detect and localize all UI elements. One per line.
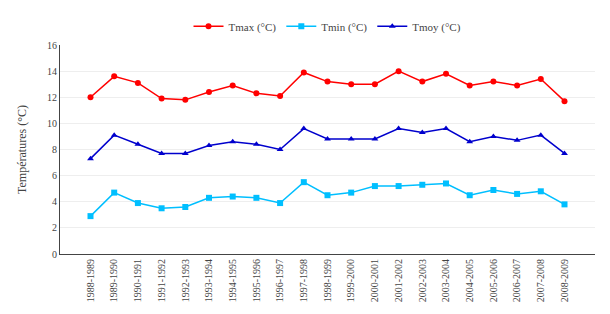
svg-text:2: 2 xyxy=(52,222,57,233)
svg-text:1990-1991: 1990-1991 xyxy=(132,259,143,302)
svg-text:0: 0 xyxy=(52,249,57,260)
svg-text:Tmax (°C): Tmax (°C) xyxy=(229,21,277,34)
svg-text:2001-2002: 2001-2002 xyxy=(393,259,404,302)
svg-text:1988-1989: 1988-1989 xyxy=(85,259,96,302)
svg-text:12: 12 xyxy=(47,92,57,103)
svg-text:1989-1990: 1989-1990 xyxy=(108,259,119,302)
svg-text:1997-1998: 1997-1998 xyxy=(298,259,309,302)
svg-text:Températures (°C): Températures (°C) xyxy=(15,105,29,194)
svg-text:2006-2007: 2006-2007 xyxy=(511,259,522,302)
svg-text:1999-2000: 1999-2000 xyxy=(345,259,356,302)
svg-text:16: 16 xyxy=(47,40,57,51)
svg-text:10: 10 xyxy=(47,118,57,129)
svg-text:14: 14 xyxy=(47,66,57,77)
svg-text:1992-1993: 1992-1993 xyxy=(180,259,191,302)
svg-text:2004-2005: 2004-2005 xyxy=(464,259,475,302)
svg-text:2000-2001: 2000-2001 xyxy=(369,259,380,302)
svg-text:4: 4 xyxy=(52,196,57,207)
svg-text:Tmin (°C): Tmin (°C) xyxy=(321,21,367,34)
svg-text:1995-1996: 1995-1996 xyxy=(251,259,262,302)
svg-text:6: 6 xyxy=(52,170,57,181)
svg-text:1998-1999: 1998-1999 xyxy=(322,259,333,302)
svg-text:2003-2004: 2003-2004 xyxy=(440,259,451,302)
svg-text:2005-2006: 2005-2006 xyxy=(488,259,499,302)
svg-text:Tmoy (°C): Tmoy (°C) xyxy=(412,21,460,34)
svg-text:2007-2008: 2007-2008 xyxy=(535,259,546,302)
svg-text:1994-1995: 1994-1995 xyxy=(227,259,238,302)
svg-text:1991-1992: 1991-1992 xyxy=(156,259,167,302)
svg-text:1993-1994: 1993-1994 xyxy=(203,259,214,302)
svg-text:8: 8 xyxy=(52,144,57,155)
svg-text:2008-2009: 2008-2009 xyxy=(559,259,570,302)
svg-text:1996-1997: 1996-1997 xyxy=(274,259,285,302)
svg-text:2002-2003: 2002-2003 xyxy=(417,259,428,302)
